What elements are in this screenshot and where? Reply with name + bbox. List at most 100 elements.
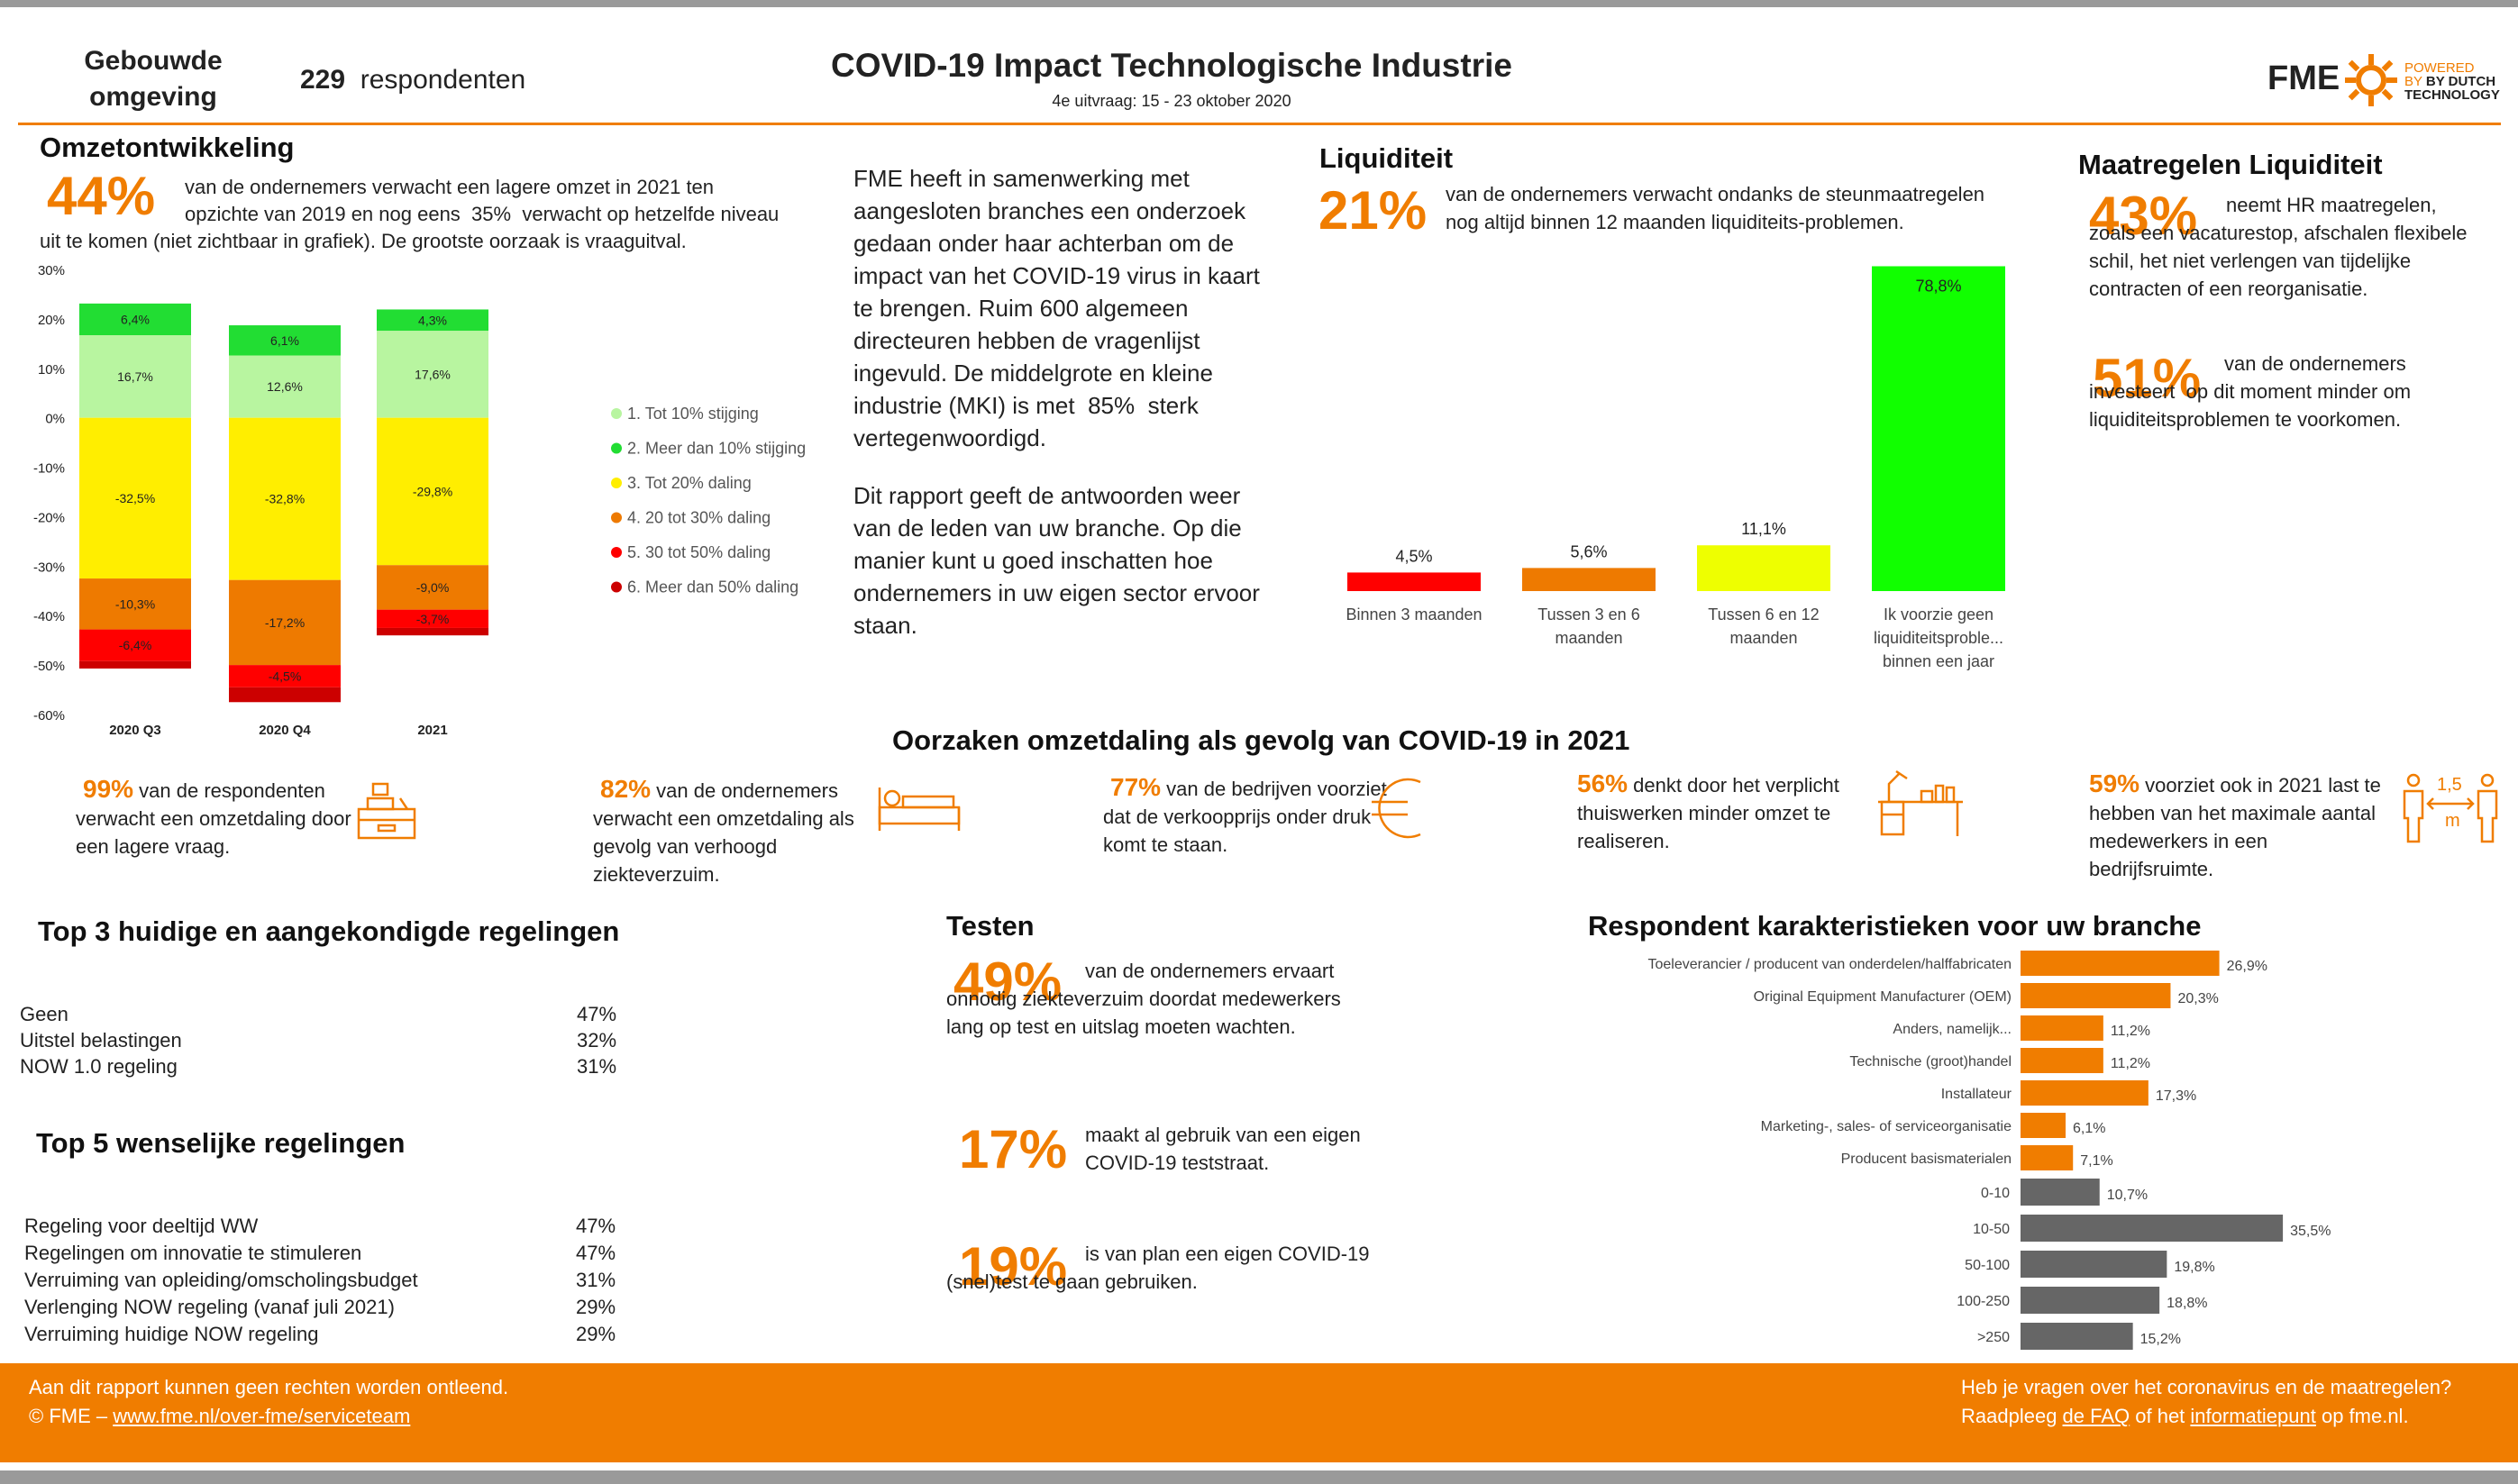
logo-text: FME xyxy=(2267,59,2340,97)
bar-data-label: -10,3% xyxy=(115,596,155,611)
table-row: Geen 47% xyxy=(20,1003,617,1025)
bed-icon xyxy=(878,788,961,831)
header-divider xyxy=(18,123,2501,125)
bar-segment xyxy=(229,325,341,356)
maatregelen-text1: neemt HR maatregelen, zoals een vacature… xyxy=(2089,194,2468,300)
resp-bar xyxy=(2021,1113,2066,1138)
respondent-heading: Respondent karakteristieken voor uw bran… xyxy=(1588,910,2202,942)
legend-marker xyxy=(611,442,622,454)
x-category-label: Binnen 3 maanden xyxy=(1346,605,1482,624)
legend-label: 4. 20 tot 30% daling xyxy=(627,509,771,527)
liquiditeit-heading: Liquiditeit xyxy=(1319,142,1454,174)
bar-data-label: -4,5% xyxy=(269,669,302,683)
bar-segment xyxy=(79,417,191,579)
respondents-label: respondenten xyxy=(360,65,526,95)
omzet-text-d: uit te komen (niet zichtbaar in grafiek)… xyxy=(40,230,687,252)
testen-pct3: 19% xyxy=(959,1236,1068,1297)
y-tick-label: 30% xyxy=(38,263,65,278)
bar-data-label: 10,7% xyxy=(2107,1188,2148,1203)
liq-bar xyxy=(1697,545,1830,591)
bar-data-label: 4,5% xyxy=(1395,547,1432,565)
faq-link[interactable]: de FAQ xyxy=(2062,1405,2130,1427)
bar-data-label: -6,4% xyxy=(119,638,152,652)
resp-bar xyxy=(2021,951,2220,976)
bar-data-label: 11,2% xyxy=(2111,1056,2150,1071)
y-tick-label: -30% xyxy=(33,560,65,575)
bar-segment xyxy=(377,417,488,566)
gear-logo-icon xyxy=(2345,54,2397,106)
bar-segment xyxy=(377,609,488,628)
y-tick-label: 10% xyxy=(38,362,65,378)
bar-data-label: -32,5% xyxy=(115,491,155,505)
y-tick-label: -60% xyxy=(33,708,65,724)
bar-segment xyxy=(229,665,341,687)
fme-logo: FME POWERED BY BY DUTCH TECHNOLOGY xyxy=(2267,52,2502,115)
liq-bar xyxy=(1522,568,1656,591)
oorzaak-item-3: 77% van de bedrijven voorziet dat de ver… xyxy=(1103,773,1387,857)
resp-category-label: Anders, namelijk... xyxy=(1893,1022,2012,1037)
y-tick-label: 0% xyxy=(45,412,65,427)
top5-heading: Top 5 wenselijke regelingen xyxy=(36,1127,406,1159)
desk-icon xyxy=(1878,769,1963,836)
table-row: NOW 1.0 regeling 31% xyxy=(20,1055,617,1078)
bar-data-label: 11,1% xyxy=(1741,520,1786,538)
legend-marker xyxy=(611,581,622,593)
x-tick-label: 2020 Q3 xyxy=(109,723,161,738)
testen-pct1: 49% xyxy=(953,951,1063,1012)
legend-marker xyxy=(611,547,622,558)
resp-category-label: Toeleverancier / producent van onderdele… xyxy=(1647,957,2012,972)
powered-line1: POWERED xyxy=(2404,60,2475,76)
bar-segment xyxy=(79,335,191,418)
y-tick-label: -10% xyxy=(33,461,65,477)
omzet-stacked-bar-chart: 30% 20% 10% 0% -10% -20% -30% -40% -50% -60% 16,7%… xyxy=(33,263,806,738)
bar-data-label: 17,3% xyxy=(2156,1088,2196,1104)
y-tick-label: 20% xyxy=(38,313,65,328)
bar-data-label: 7,1% xyxy=(2080,1153,2112,1169)
bar-data-label: 18,8% xyxy=(2167,1296,2207,1311)
maatregelen-text2: van de ondernemers investeert op dit mome… xyxy=(2089,352,2412,431)
bar-data-label: -29,8% xyxy=(413,484,452,498)
serviceteam-link[interactable]: www.fme.nl/over-fme/serviceteam xyxy=(113,1405,411,1427)
resp-category-label: 0-10 xyxy=(1981,1186,2010,1201)
oorzaak-item-4: 56% denkt door het verplicht thuiswerken… xyxy=(1577,769,1839,853)
legend-label: 5. 30 tot 50% daling xyxy=(627,543,771,561)
legend-label: 2. Meer dan 10% stijging xyxy=(627,440,806,458)
x-tick-label: 2021 xyxy=(417,723,447,738)
bar-data-label: 19,8% xyxy=(2174,1260,2214,1275)
bar-segment xyxy=(377,627,488,636)
omzet-pct: 44% xyxy=(47,166,156,226)
oorzaak-item-5: 59% voorziet ook in 2021 last te hebben … xyxy=(2089,769,2381,881)
x-tick-label: 2020 Q4 xyxy=(259,723,311,738)
table-row: Verruiming van opleiding/omscholingsbudg… xyxy=(24,1269,616,1291)
intro-paragraph-1: FME heeft in samenwerking met aangeslote… xyxy=(853,165,1260,451)
bar-data-label: -17,2% xyxy=(265,615,305,630)
powered-line2: BY BY DUTCH xyxy=(2404,74,2496,89)
bar-data-label: 35,5% xyxy=(2290,1224,2331,1239)
bar-data-label: 6,1% xyxy=(270,333,299,348)
omzet-text-b: opzichte van 2019 en nog eens 35% verwac… xyxy=(185,203,780,225)
bar-data-label: 11,2% xyxy=(2111,1024,2150,1039)
legend-marker xyxy=(611,512,622,523)
resp-bar xyxy=(2021,983,2171,1008)
bar-data-label: -3,7% xyxy=(416,612,450,626)
resp-bar xyxy=(2021,1015,2103,1041)
resp-category-label: Technische (groot)handel xyxy=(1849,1054,2012,1070)
resp-bar xyxy=(2021,1287,2160,1314)
resp-category-label: 100-250 xyxy=(1957,1294,2010,1309)
bar-data-label: 5,6% xyxy=(1570,542,1607,560)
bar-segment xyxy=(79,660,191,669)
bar-segment xyxy=(229,687,341,703)
legend-label: 6. Meer dan 50% daling xyxy=(627,578,798,596)
table-row: Verlenging NOW regeling (vanaf juli 2021… xyxy=(24,1296,616,1318)
footer-disclaimer: Aan dit rapport kunnen geen rechten word… xyxy=(29,1376,509,1398)
maatregelen-pct2: 51% xyxy=(2093,348,2202,408)
footer: Aan dit rapport kunnen geen rechten word… xyxy=(0,1363,2518,1462)
bar-data-label: 17,6% xyxy=(415,367,451,381)
resp-bar xyxy=(2021,1179,2100,1206)
informatiepunt-link[interactable]: informatiepunt xyxy=(2190,1405,2316,1427)
top-border xyxy=(0,0,2518,7)
x-category-label: Tussen 3 en 6 maanden xyxy=(1537,605,1639,647)
bar-segment xyxy=(377,331,488,418)
respondent-bar-chart: Toeleverancier / producent van onderdele… xyxy=(1647,951,2331,1350)
liq-bar xyxy=(1872,266,2005,591)
